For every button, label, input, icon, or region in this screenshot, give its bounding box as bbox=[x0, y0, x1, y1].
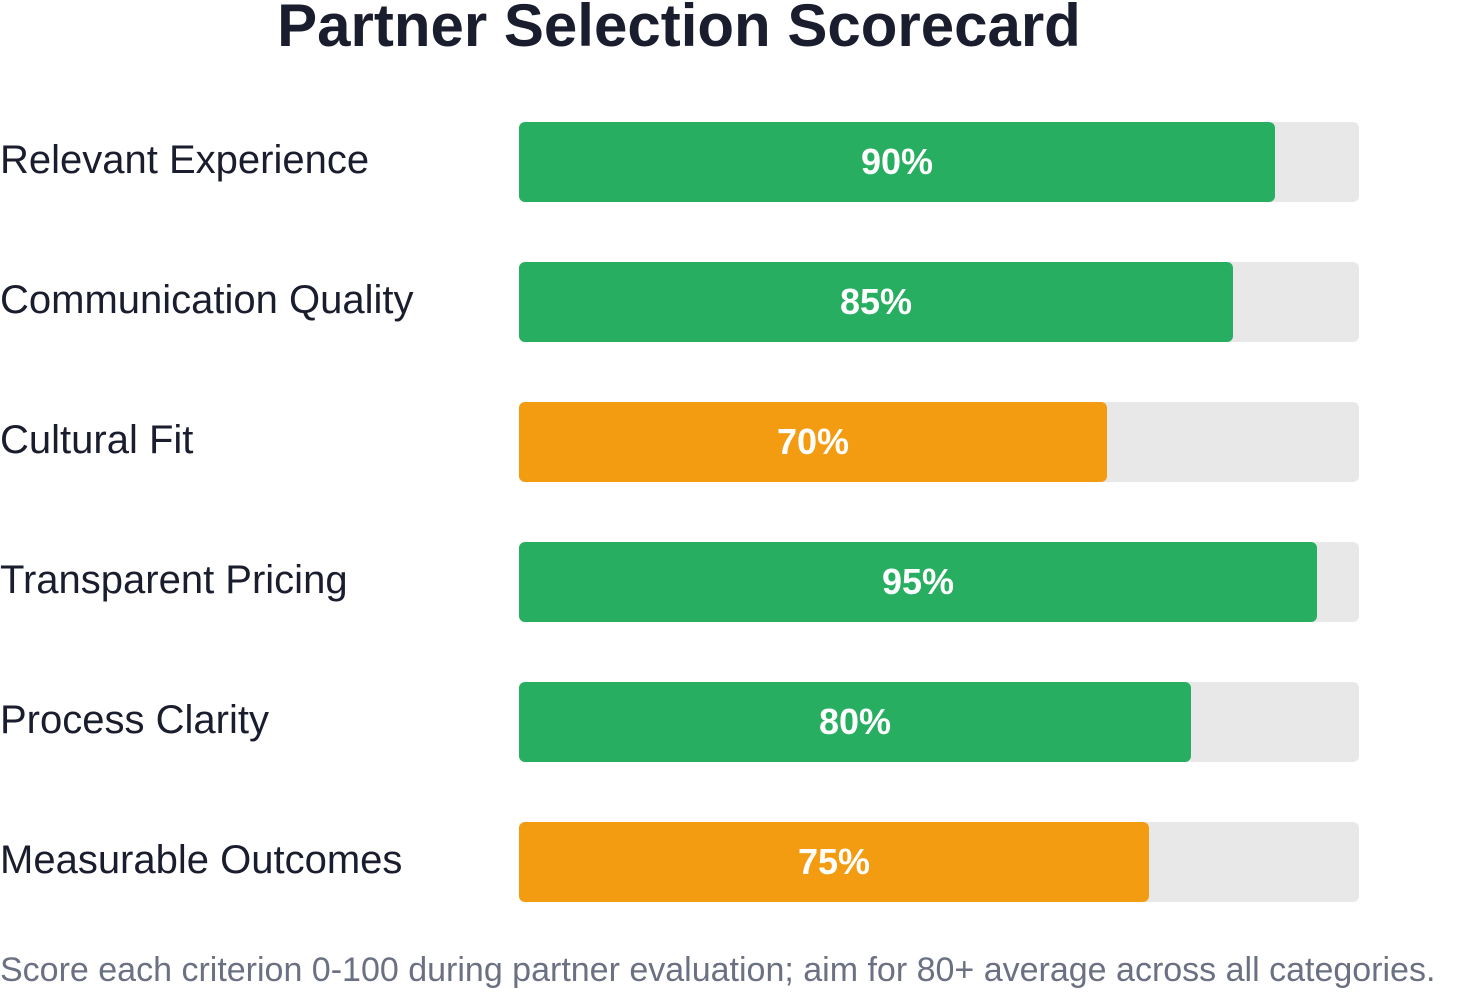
bar: 70% bbox=[519, 402, 1107, 482]
data-label: 95% bbox=[881, 561, 955, 602]
data-label: 85% bbox=[839, 281, 913, 322]
bar-row: Measurable Outcomes 75% bbox=[0, 822, 1400, 902]
data-label: 75% bbox=[797, 841, 871, 882]
data-label: 80% bbox=[818, 701, 892, 742]
bar-row: Process Clarity 80% bbox=[0, 682, 1400, 762]
bar: 90% bbox=[519, 122, 1275, 202]
bar-row: Relevant Experience 90% bbox=[0, 122, 1400, 202]
bar: 75% bbox=[519, 822, 1149, 902]
data-label: 90% bbox=[860, 141, 934, 182]
category-label: Measurable Outcomes bbox=[0, 838, 403, 882]
category-label: Process Clarity bbox=[0, 698, 269, 742]
bar-track: 90% bbox=[519, 122, 1359, 202]
bar: 80% bbox=[519, 682, 1191, 762]
category-label: Cultural Fit bbox=[0, 418, 194, 462]
bar: 85% bbox=[519, 262, 1233, 342]
bar-track: 85% bbox=[519, 262, 1359, 342]
bar-row: Communication Quality 85% bbox=[0, 262, 1400, 342]
bar-row: Transparent Pricing 95% bbox=[0, 542, 1400, 622]
data-label: 70% bbox=[776, 421, 850, 462]
category-label: Communication Quality bbox=[0, 278, 414, 322]
bar: 95% bbox=[519, 542, 1317, 622]
bar-track: 75% bbox=[519, 822, 1359, 902]
category-label: Transparent Pricing bbox=[0, 558, 348, 602]
footnote: Score each criterion 0-100 during partne… bbox=[0, 951, 1436, 989]
bar-track: 70% bbox=[519, 402, 1359, 482]
chart-title: Partner Selection Scorecard bbox=[277, 0, 1081, 59]
bar-track: 95% bbox=[519, 542, 1359, 622]
bar-track: 80% bbox=[519, 682, 1359, 762]
bar-row: Cultural Fit 70% bbox=[0, 402, 1400, 482]
category-label: Relevant Experience bbox=[0, 138, 370, 182]
